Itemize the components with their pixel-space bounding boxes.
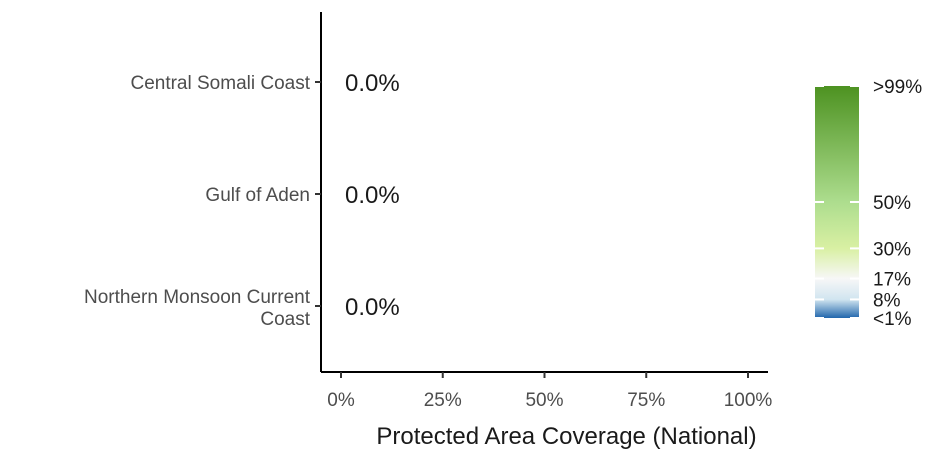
x-axis-title: Protected Area Coverage (National) bbox=[376, 423, 756, 450]
data-label: 0.0% bbox=[345, 294, 400, 321]
x-tick-label: 50% bbox=[525, 390, 563, 411]
legend: <1%8%17% 30% 50% >99% bbox=[815, 77, 922, 330]
y-tick-label-line: Northern Monsoon Current bbox=[84, 287, 311, 308]
y-tick-label: Central Somali Coast bbox=[130, 73, 310, 94]
legend-label: >99% bbox=[873, 77, 922, 98]
x-tick-label: 100% bbox=[724, 390, 773, 411]
data-label: 0.0% bbox=[345, 182, 400, 209]
x-tick-label: 75% bbox=[627, 390, 665, 411]
legend-label: 8% bbox=[873, 290, 901, 311]
legend-label: 50% bbox=[873, 193, 911, 214]
legend-label: <1% bbox=[873, 309, 912, 330]
y-tick-label: Northern Monsoon Current Coast bbox=[84, 287, 311, 330]
legend-label: 30% bbox=[873, 239, 911, 260]
y-tick-label: Gulf of Aden bbox=[205, 185, 310, 206]
data-label: 0.0% bbox=[345, 70, 400, 97]
x-tick-label: 25% bbox=[424, 390, 462, 411]
plot-area: Central Somali Coast 0.0% Gulf of Aden 0.0%… bbox=[84, 12, 772, 450]
legend-label: 17% bbox=[873, 270, 911, 291]
y-tick-label-line: Coast bbox=[260, 309, 310, 330]
x-tick-label: 0% bbox=[327, 390, 355, 411]
